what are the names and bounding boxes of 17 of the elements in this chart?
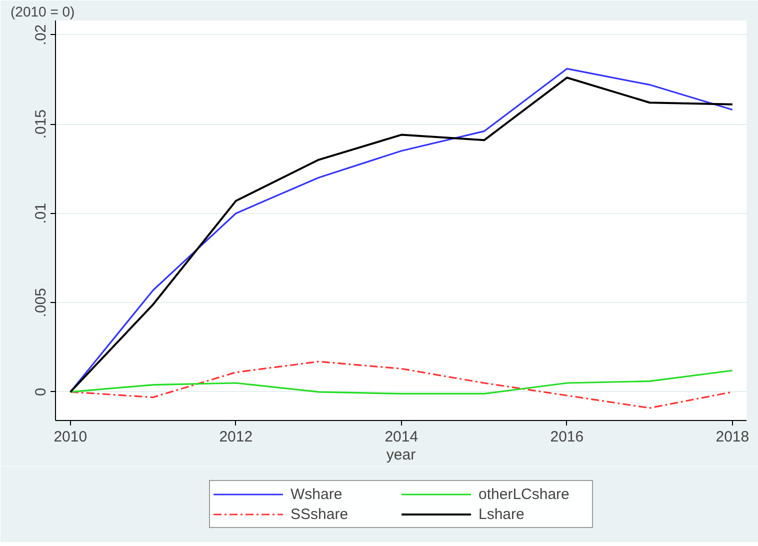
legend-label: Lshare — [478, 506, 526, 522]
x-tick-label: 2016 — [550, 428, 584, 446]
y-tick-label: 0 — [32, 388, 50, 396]
y-tick-label: .01 — [32, 202, 50, 224]
x-tick-label: 2014 — [384, 428, 418, 446]
y-tick-label: .005 — [32, 288, 50, 318]
line-series — [70, 370, 734, 395]
chart-title: (2010 = 0) — [10, 4, 75, 20]
y-tick-label: .015 — [32, 109, 50, 139]
x-tick-label: 2010 — [54, 428, 88, 446]
x-tick-label: 2012 — [219, 428, 253, 446]
legend-label: SSshare — [290, 506, 350, 522]
legend-label: Wshare — [290, 486, 344, 502]
x-axis-title: year — [386, 446, 416, 464]
legend-label: otherLCshare — [478, 486, 570, 502]
x-tick-label: 2018 — [716, 428, 750, 446]
y-tick-label: .02 — [32, 24, 50, 46]
